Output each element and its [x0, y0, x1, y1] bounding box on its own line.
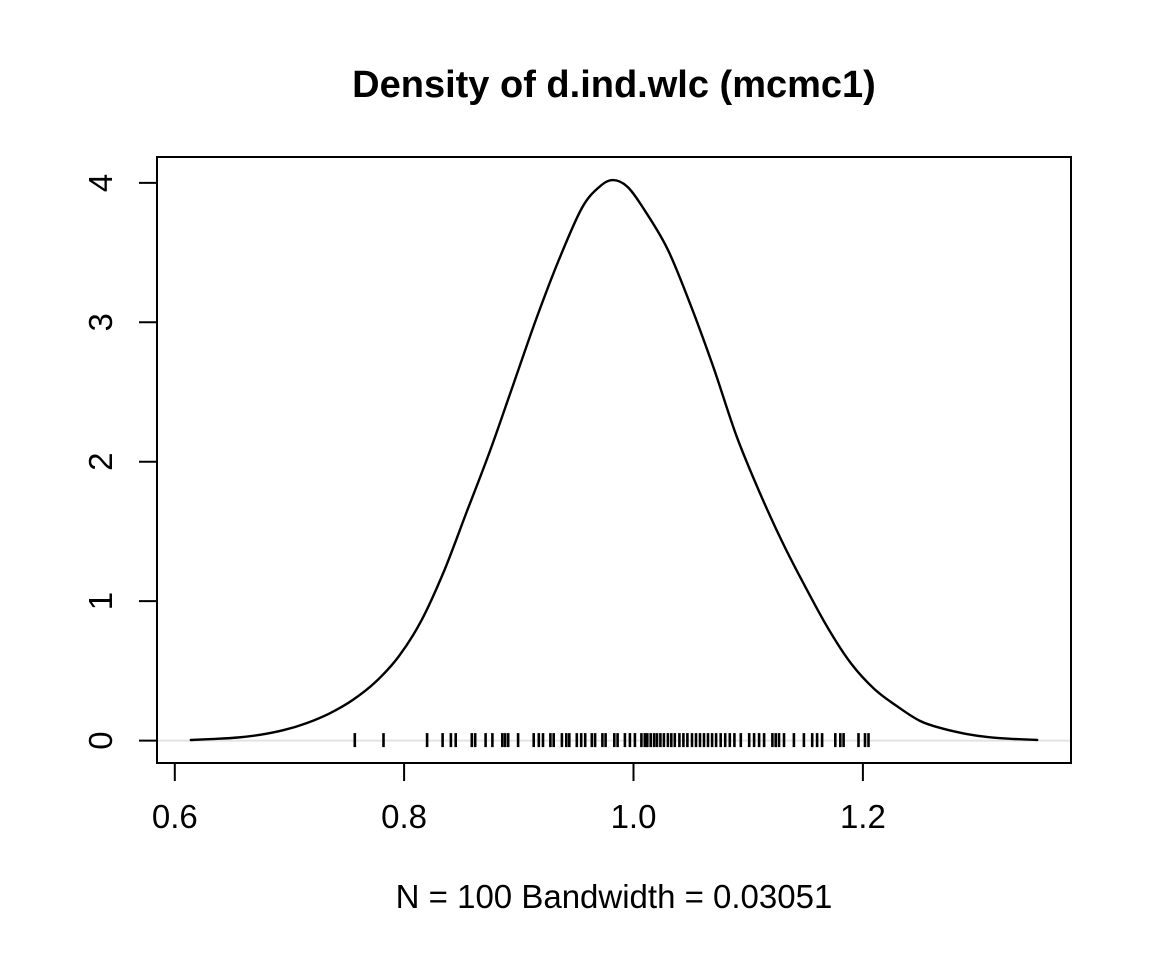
plot-box [156, 156, 1072, 764]
density-curve [189, 178, 1039, 742]
x-axis: 0.6 0.8 1.0 1.2 [152, 763, 886, 835]
y-axis: 0 1 2 3 4 [82, 174, 157, 750]
plot-title: Density of d.ind.wlc (mcmc1) [352, 64, 876, 106]
x-axis-tick-label: 1.0 [611, 798, 657, 835]
y-axis-tick-label: 3 [82, 313, 119, 331]
x-axis-tick-label: 0.6 [152, 798, 198, 835]
x-axis-caption: N = 100 Bandwidth = 0.03051 [396, 878, 833, 915]
y-axis-tick-label: 4 [82, 174, 119, 192]
y-axis-tick-label: 2 [82, 453, 119, 471]
rug-marks [353, 733, 870, 748]
x-axis-tick-label: 1.2 [840, 798, 886, 835]
x-axis-tick-label: 0.8 [381, 798, 427, 835]
y-axis-tick-label: 1 [82, 592, 119, 610]
y-axis-tick-label: 0 [82, 731, 119, 749]
